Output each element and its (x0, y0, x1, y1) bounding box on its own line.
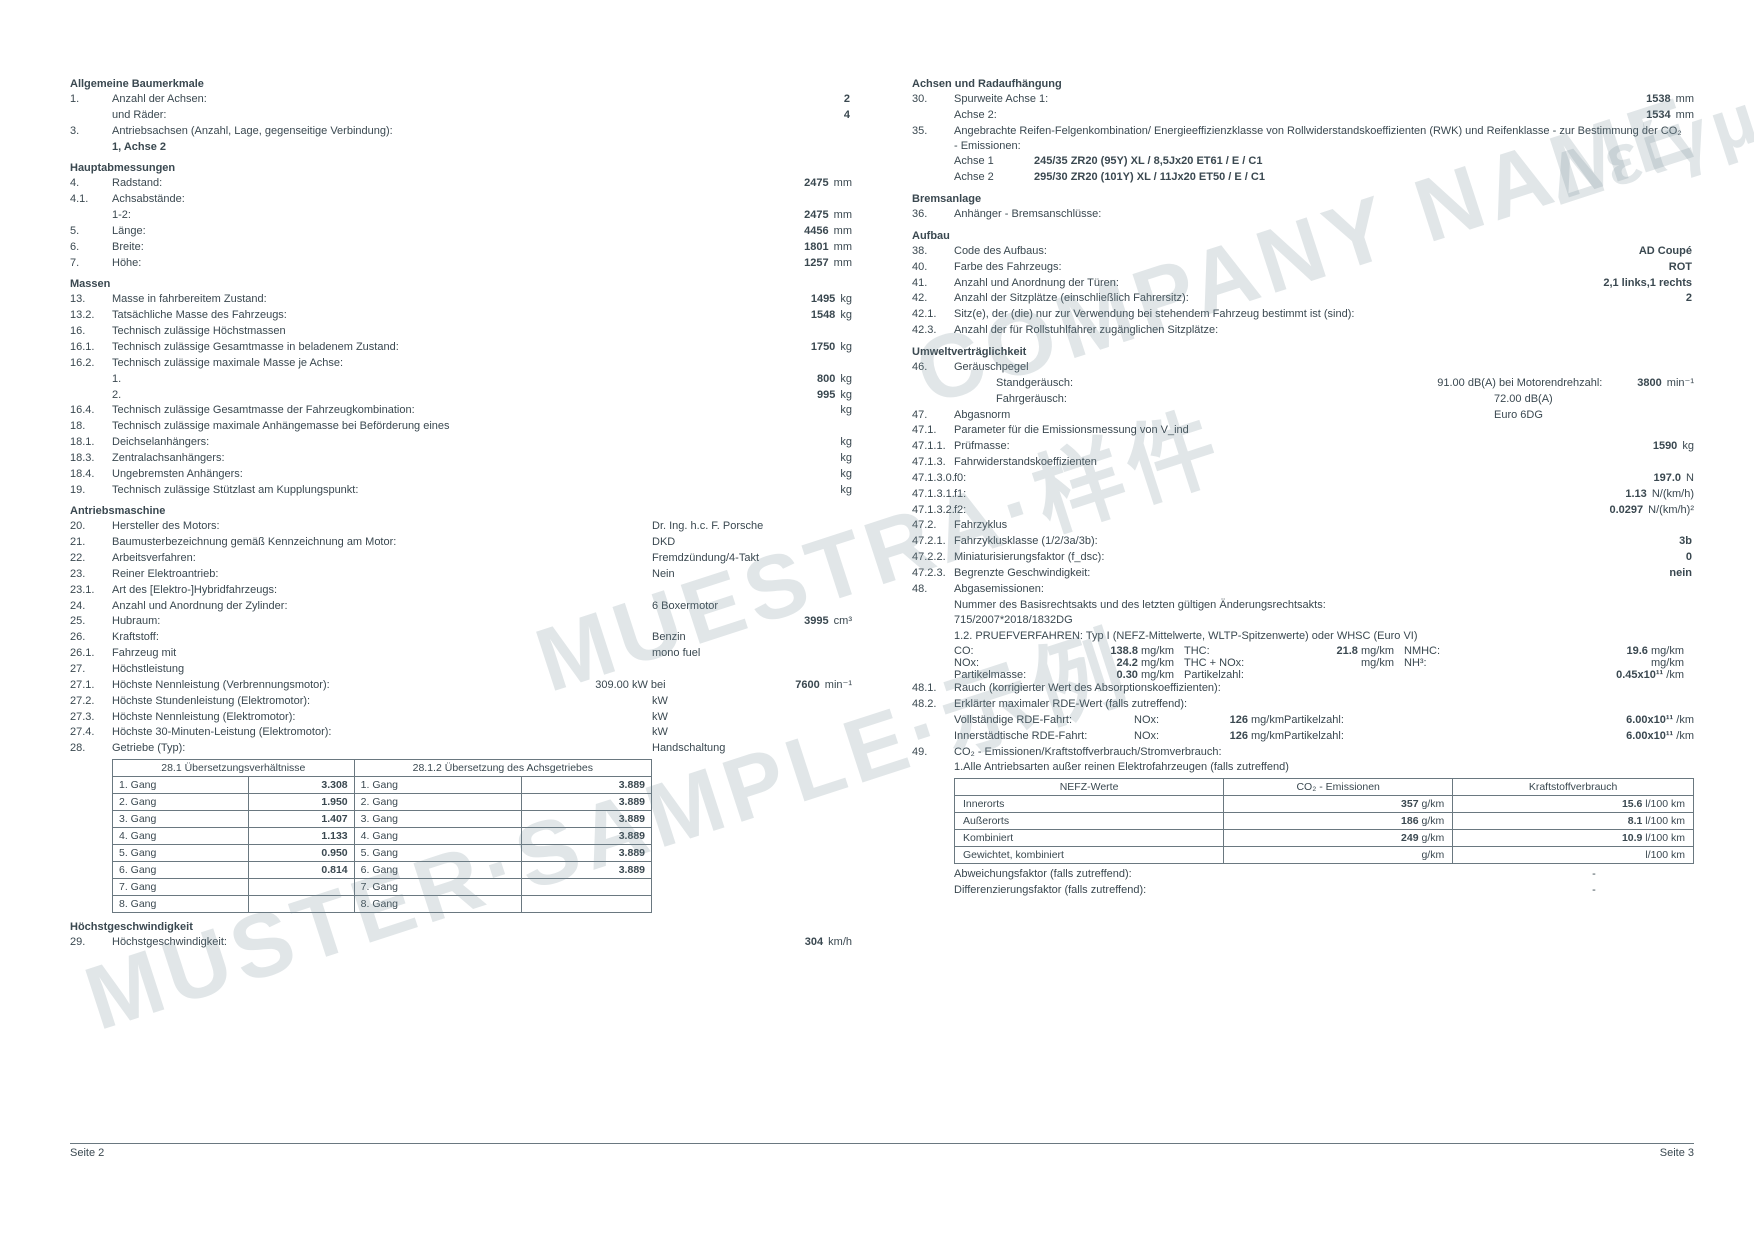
section-title: Bremsanlage (912, 193, 1694, 205)
spec-row: 19. Technisch zulässige Stützlast am Kup… (70, 483, 852, 498)
spec-row: 20. Hersteller des Motors: Dr. Ing. h.c.… (70, 519, 852, 534)
spec-row: 42. Anzahl der Sitzplätze (einschließlic… (912, 291, 1694, 306)
tire-row: Achse 1245/35 ZR20 (95Y) XL / 8,5Jx20 ET… (912, 154, 1694, 169)
spec-row: 13. Masse in fahrbereitem Zustand: 1495 … (70, 292, 852, 307)
after-row: Differenzierungsfaktor (falls zutreffend… (912, 883, 1694, 898)
spec-row: 3. Antriebsachsen (Anzahl, Lage, gegense… (70, 124, 852, 139)
spec-row: 42.3. Anzahl der für Rollstuhlfahrer zug… (912, 323, 1694, 338)
spec-row: 16.1. Technisch zulässige Gesamtmasse in… (70, 340, 852, 355)
reg-num: 715/2007*2018/1832DG (912, 613, 1694, 628)
spec-row: 26. Kraftstoff: Benzin (70, 630, 852, 645)
spec-row: 1. 800 kg (70, 372, 852, 387)
gear-table: 28.1 Übersetzungsverhältnisse28.1.2 Über… (112, 759, 652, 913)
spec-row: 29. Höchstgeschwindigkeit: 304 km/h (70, 935, 852, 950)
spec-row: 42.1. Sitz(e), der (die) nur zur Verwend… (912, 307, 1694, 322)
spec-row: 4. Radstand: 2475 mm (70, 176, 852, 191)
spec-row: 13.2. Tatsächliche Masse des Fahrzeugs: … (70, 308, 852, 323)
spec-row: 5. Länge: 4456 mm (70, 224, 852, 239)
emissions-grid: CO:138.8 mg/kmTHC:21.8 mg/kmNMHC:19.6 mg… (954, 645, 1694, 681)
section-title: Antriebsmaschine (70, 505, 852, 517)
co2-table: NEFZ-WerteCO₂ - EmissionenKraftstoffverb… (954, 778, 1694, 864)
spec-row: 35. Angebrachte Reifen-Felgenkombination… (912, 124, 1694, 154)
spec-row: 1-2: 2475 mm (70, 208, 852, 223)
spec-row: 28. Getriebe (Typ): Handschaltung (70, 741, 852, 756)
spec-row: 46. Geräuschpegel (912, 360, 1694, 375)
section-title: Massen (70, 278, 852, 290)
spec-row: 30. Spurweite Achse 1: 1538 mm (912, 92, 1694, 107)
spec-row: 1. Anzahl der Achsen: 2 (70, 92, 852, 107)
spec-row: 6. Breite: 1801 mm (70, 240, 852, 255)
section-title: Umweltverträglichkeit (912, 346, 1694, 358)
spec-row: 47. Abgasnorm Euro 6DG (912, 408, 1694, 423)
spec-row: 47.1. Parameter für die Emissionsmessung… (912, 423, 1694, 438)
tire-row: Achse 2295/30 ZR20 (101Y) XL / 11Jx20 ET… (912, 170, 1694, 185)
spec-row: 25. Hubraum: 3995 cm³ (70, 614, 852, 629)
spec-row: 47.2. Fahrzyklus (912, 518, 1694, 533)
section-title: Achsen und Radaufhängung (912, 78, 1694, 90)
footer: Seite 2 Seite 3 (70, 1143, 1694, 1159)
spec-row: 47.1.3.1. f1: 1.13 N/(km/h) (912, 487, 1694, 502)
spec-row: 16.2. Technisch zulässige maximale Masse… (70, 356, 852, 371)
spec-row: 48.1. Rauch (korrigierter Wert des Absor… (912, 681, 1694, 696)
spec-row: 16.4. Technisch zulässige Gesamtmasse de… (70, 403, 852, 418)
after-row: Abweichungsfaktor (falls zutreffend):- (912, 867, 1694, 882)
spec-row: 22. Arbeitsverfahren: Fremdzündung/4-Tak… (70, 551, 852, 566)
spec-row: 21. Baumusterbezeichnung gemäß Kennzeich… (70, 535, 852, 550)
r49-sub: 1.Alle Antriebsarten außer reinen Elektr… (912, 760, 1694, 775)
spec-row: 4.1. Achsabstände: (70, 192, 852, 207)
spec-row: 47.1.3.2. f2: 0.0297 N/(km/h)² (912, 503, 1694, 518)
spec-row: 47.1.3. Fahrwiderstandskoeffizienten (912, 455, 1694, 470)
spec-row: 36. Anhänger - Bremsanschlüsse: (912, 207, 1694, 222)
page-left: Seite 2 (70, 1147, 104, 1159)
section-title: Allgemeine Baumerkmale (70, 78, 852, 90)
section-title: Aufbau (912, 230, 1694, 242)
spec-row: Fahrgeräusch: 72.00 dB(A) (912, 392, 1694, 407)
spec-row: 7. Höhe: 1257 mm (70, 256, 852, 271)
spec-row: 27.2. Höchste Stundenleistung (Elektromo… (70, 694, 852, 709)
spec-row: 40. Farbe des Fahrzeugs: ROT (912, 260, 1694, 275)
spec-row: und Räder: 4 (70, 108, 852, 123)
spec-row: 48. Abgasemissionen: (912, 582, 1694, 597)
spec-row: 2. 995 kg (70, 388, 852, 403)
spec-row: 18.3. Zentralachsanhängers: kg (70, 451, 852, 466)
spec-row: 18.4. Ungebremsten Anhängers: kg (70, 467, 852, 482)
spec-row: 27.3. Höchste Nennleistung (Elektromotor… (70, 710, 852, 725)
spec-row: 1, Achse 2 (70, 140, 852, 155)
spec-row: 47.2.1. Fahrzyklusklasse (1/2/3a/3b): 3b (912, 534, 1694, 549)
spec-row: 41. Anzahl und Anordnung der Türen: 2,1 … (912, 276, 1694, 291)
spec-row: 18. Technisch zulässige maximale Anhänge… (70, 419, 852, 434)
spec-row: 18.1. Deichselanhängers: kg (70, 435, 852, 450)
spec-row: 27. Höchstleistung (70, 662, 852, 677)
spec-row: 47.2.2. Miniaturisierungsfaktor (f_dsc):… (912, 550, 1694, 565)
spec-row: 47.1.1. Prüfmasse: 1590 kg (912, 439, 1694, 454)
test-text: 1.2. PRUEFVERFAHREN: Typ I (NEFZ-Mittelw… (912, 629, 1694, 644)
spec-row: 24. Anzahl und Anordnung der Zylinder: 6… (70, 599, 852, 614)
right-column: Achsen und Radaufhängung 30. Spurweite A… (912, 70, 1694, 951)
reg-text: Nummer des Basisrechtsakts und des letzt… (912, 598, 1694, 613)
spec-row: 47.2.3. Begrenzte Geschwindigkeit: nein (912, 566, 1694, 581)
spec-row: 23.1. Art des [Elektro-]Hybridfahrzeugs: (70, 583, 852, 598)
spec-row: Standgeräusch: 91.00 dB(A) bei Motorendr… (912, 376, 1694, 391)
spec-row: 49. CO₂ - Emissionen/Kraftstoffverbrauch… (912, 745, 1694, 760)
spec-row: 38. Code des Aufbaus: AD Coupé (912, 244, 1694, 259)
rde-row: Vollständige RDE-Fahrt:NOx:126 mg/kmPart… (912, 713, 1694, 728)
spec-row: 27.1. Höchste Nennleistung (Verbrennungs… (70, 678, 852, 693)
spec-row: 47.1.3.0. f0: 197.0 N (912, 471, 1694, 486)
section-title: Höchstgeschwindigkeit (70, 921, 852, 933)
spec-row: 23. Reiner Elektroantrieb: Nein (70, 567, 852, 582)
rde-row: Innerstädtische RDE-Fahrt:NOx:126 mg/kmP… (912, 729, 1694, 744)
section-title: Hauptabmessungen (70, 162, 852, 174)
left-column: Allgemeine Baumerkmale 1. Anzahl der Ach… (70, 70, 852, 951)
spec-row: 27.4. Höchste 30-Minuten-Leistung (Elekt… (70, 725, 852, 740)
spec-row: Achse 2: 1534 mm (912, 108, 1694, 123)
spec-row: 16. Technisch zulässige Höchstmassen (70, 324, 852, 339)
spec-row: 48.2. Erklärter maximaler RDE-Wert (fall… (912, 697, 1694, 712)
page-right: Seite 3 (1660, 1147, 1694, 1159)
spec-row: 26.1. Fahrzeug mit mono fuel (70, 646, 852, 661)
